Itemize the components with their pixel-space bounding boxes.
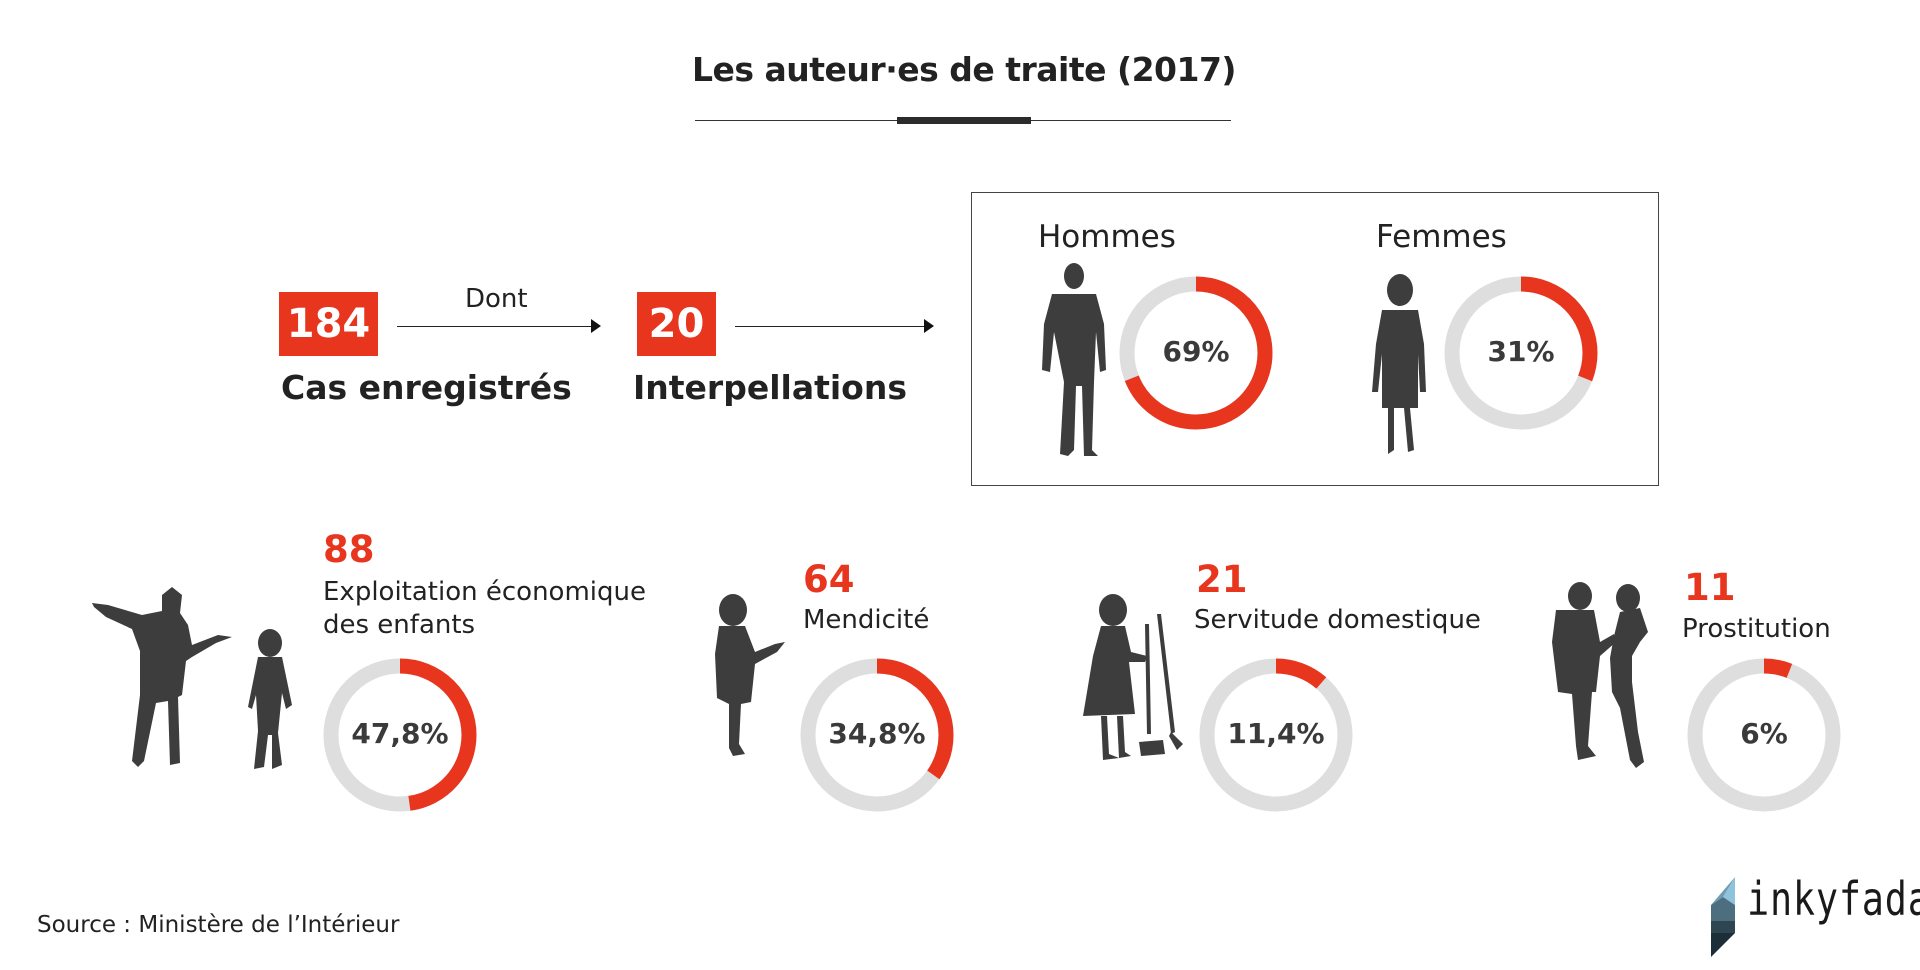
donut-percent-label: 11,4% [1227, 717, 1325, 750]
donut-chart [1119, 276, 1273, 430]
arrests-count-badge: 20 [637, 292, 716, 356]
donut-chart [1199, 658, 1353, 812]
man-silhouette-icon [1042, 263, 1106, 456]
category-label: Exploitation économique des enfants [323, 576, 646, 642]
category-label: Servitude domestique [1194, 605, 1481, 635]
connector-label: Dont [465, 284, 528, 314]
donut-percent-label: 31% [1487, 335, 1555, 368]
donut-value-arc [1444, 276, 1598, 430]
donut-value-arc [1119, 276, 1273, 430]
woman-silhouette-icon [1372, 274, 1426, 454]
donut-percent-label: 69% [1162, 335, 1230, 368]
inkyfada-logo-icon [1711, 877, 1735, 957]
title-divider-accent [897, 117, 1031, 124]
infographic-title: Les auteur·es de traite (2017) [691, 50, 1237, 89]
category-count: 11 [1684, 566, 1736, 609]
category-count: 88 [323, 528, 375, 571]
domestic-servant-sweeping-icon [1083, 594, 1183, 760]
cases-label: Cas enregistrés [281, 368, 572, 407]
category-count: 21 [1196, 558, 1248, 601]
donut-chart [1444, 276, 1598, 430]
category-label-line: Exploitation économique [323, 577, 646, 607]
gender-panel [971, 192, 1659, 486]
cases-count-badge: 184 [279, 292, 378, 356]
donut-chart [1687, 658, 1841, 812]
category-count: 64 [803, 558, 855, 601]
women-label: Femmes [1376, 219, 1507, 255]
adult-pointing-at-child-icon [92, 587, 292, 769]
donut-value-arc [1687, 658, 1841, 812]
donut-chart [800, 658, 954, 812]
donut-value-arc [323, 658, 477, 812]
source-note: Source : Ministère de l’Intérieur [37, 912, 400, 938]
arrow-right-icon [735, 319, 934, 333]
arrests-label: Interpellations [633, 368, 907, 407]
arrow-right-icon [397, 319, 601, 333]
begging-child-icon [715, 594, 785, 756]
donut-percent-label: 47,8% [351, 717, 449, 750]
inkyfada-logo-text: inkyfada [1747, 872, 1920, 926]
donut-percent-label: 6% [1740, 717, 1788, 750]
donut-value-arc [1199, 658, 1353, 812]
category-label: Mendicité [803, 605, 930, 635]
category-label: Prostitution [1682, 614, 1831, 644]
donut-chart [323, 658, 477, 812]
donut-value-arc [800, 658, 954, 812]
couple-silhouette-icon [1552, 582, 1648, 768]
category-label-line: des enfants [323, 610, 476, 640]
men-label: Hommes [1038, 219, 1176, 255]
donut-percent-label: 34,8% [828, 717, 926, 750]
